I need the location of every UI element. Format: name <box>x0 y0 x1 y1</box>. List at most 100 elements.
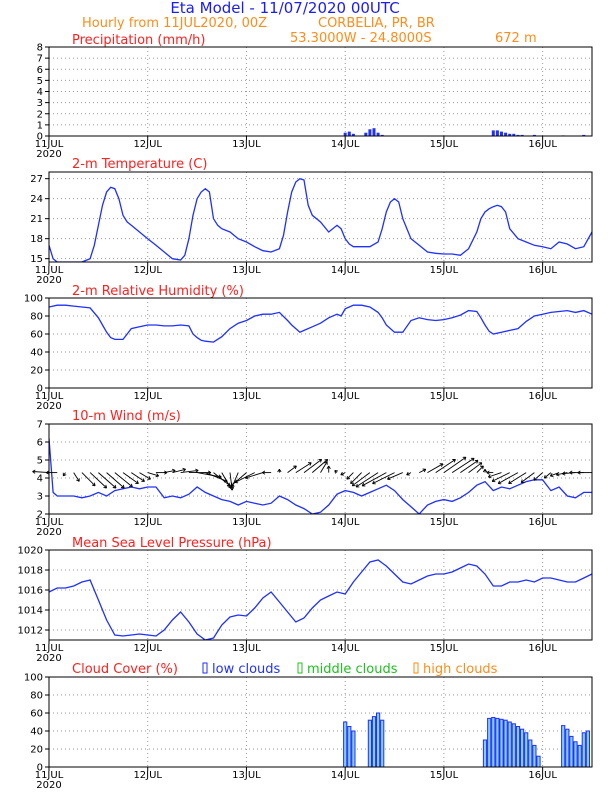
wind-xtick-label: 16JUL <box>528 517 557 528</box>
pressure-panel: 1012 1014 1016 1018 1020 11JUL 12JUL 13JUL 14JUL… <box>18 536 593 664</box>
wind-arrow-head <box>182 467 186 472</box>
precip-ytick-label: 8 <box>37 43 43 54</box>
wind-arrow-head <box>324 461 328 465</box>
mslp-xtick-label: 12JUL <box>133 643 162 654</box>
wind-arrow-head <box>326 465 331 469</box>
wind-arrow-head <box>227 484 232 489</box>
wind-arrow <box>230 472 247 487</box>
wind-arrow <box>488 472 502 478</box>
wind-arrow <box>460 460 479 473</box>
wind-arrow-head <box>491 478 496 483</box>
wind-arrow <box>147 472 159 477</box>
wind-arrow <box>303 459 322 473</box>
wind-arrow <box>346 472 354 480</box>
precip-frame <box>48 46 593 137</box>
mslp-xtick-label: 15JUL <box>430 643 459 654</box>
rh-title: 2-m Relative Humidity (%) <box>72 284 244 299</box>
wind-arrow-head <box>293 465 297 470</box>
wind-arrow <box>350 472 362 484</box>
temp-series-line <box>49 177 592 262</box>
rh-ytick-label: 0 <box>37 384 43 395</box>
precip-ytick-label: 2 <box>37 109 43 120</box>
wind-arrow <box>106 472 125 489</box>
cloud-bar <box>495 717 500 768</box>
legend-swatch <box>413 662 419 674</box>
temp-year-label: 2020 <box>36 275 61 286</box>
temp-title: 2-m Temperature (C) <box>72 157 207 172</box>
precip-bar <box>512 133 516 136</box>
wind-arrow-head <box>555 472 560 477</box>
wind-arrow-head <box>141 478 145 482</box>
wind-arrow <box>172 468 186 474</box>
wind-arrow <box>221 472 231 489</box>
wind-arrow-head <box>120 484 125 489</box>
wind-arrow <box>387 472 403 480</box>
mslp-xtick-label: 14JUL <box>331 643 360 654</box>
wind-arrow <box>114 472 133 488</box>
wind-arrow <box>361 472 387 487</box>
wind-arrow-head <box>103 484 108 489</box>
wind-arrow-head <box>91 482 96 487</box>
wind-ytick-label: 7 <box>37 420 43 431</box>
cloud-frame <box>48 676 593 768</box>
wind-arrow-head <box>387 476 391 481</box>
rh-series-line <box>49 304 592 343</box>
wind-arrow-head <box>508 480 512 485</box>
precip-bar <box>500 131 503 136</box>
wind-arrow <box>295 462 312 473</box>
elevation-label: 672 m <box>495 31 537 46</box>
precip-bar <box>351 133 355 136</box>
wind-arrow-head <box>372 480 376 485</box>
precip-bar <box>504 132 508 136</box>
wind-arrow-head <box>62 472 67 477</box>
temp-ytick-label: 24 <box>30 194 43 205</box>
cloud-bar <box>376 712 381 768</box>
wind-arrow <box>311 459 328 473</box>
wind-arrow <box>234 472 255 483</box>
cloud-ytick-label: 80 <box>30 691 43 702</box>
precip-bar <box>491 130 495 136</box>
wind-arrow <box>443 456 467 473</box>
precip-xtick-label: 15JUL <box>430 139 459 150</box>
temp-xtick-label: 14JUL <box>331 265 360 276</box>
cloud-xtick-label: 12JUL <box>133 770 162 781</box>
wind-arrow-head <box>351 482 356 487</box>
precip-bar <box>495 130 499 136</box>
cloud-bar <box>482 739 488 768</box>
cloud-bar <box>536 755 541 768</box>
subtitle-hours: Hourly from 11JUL2020, 00Z <box>82 16 267 31</box>
wind-arrow-head <box>577 470 581 475</box>
wind-arrow <box>451 457 475 473</box>
cloud-bar <box>371 716 377 768</box>
cloud-bar <box>351 730 356 768</box>
wind-arrow-head <box>462 456 467 461</box>
wind-arrow-head <box>543 474 548 479</box>
wind-xtick-label: 11JUL <box>35 517 64 528</box>
wind-arrow <box>435 459 456 473</box>
location-label: CORBELIA, PR, BR <box>318 16 435 31</box>
wind-arrow <box>98 472 117 489</box>
cloud-xtick-label: 15JUL <box>430 770 459 781</box>
wind-arrow <box>245 472 264 479</box>
mslp-xtick-label: 11JUL <box>35 643 64 654</box>
wind-arrow <box>122 472 139 484</box>
wind-arrow-head <box>32 469 36 474</box>
cloud-bar <box>520 728 525 768</box>
wind-arrow <box>533 472 543 481</box>
wind-arrow-head <box>520 479 525 483</box>
wind-arrow-head <box>244 475 249 480</box>
rh-xtick-label: 14JUL <box>331 391 360 402</box>
wind-arrow-head <box>562 471 566 476</box>
mslp-ytick-label: 1020 <box>18 546 43 557</box>
wind-arrow-head <box>129 483 133 488</box>
mslp-ytick-label: 1014 <box>18 606 43 617</box>
wind-year-label: 2020 <box>36 527 61 538</box>
wind-arrow <box>89 472 107 489</box>
wind-arrow-head <box>478 462 483 466</box>
wind-arrow-head <box>340 471 345 476</box>
wind-arrow-head <box>474 460 479 464</box>
cloud-bar <box>507 721 512 768</box>
temp-xtick-label: 11JUL <box>35 265 64 276</box>
mslp-xtick-label: 16JUL <box>528 643 557 654</box>
